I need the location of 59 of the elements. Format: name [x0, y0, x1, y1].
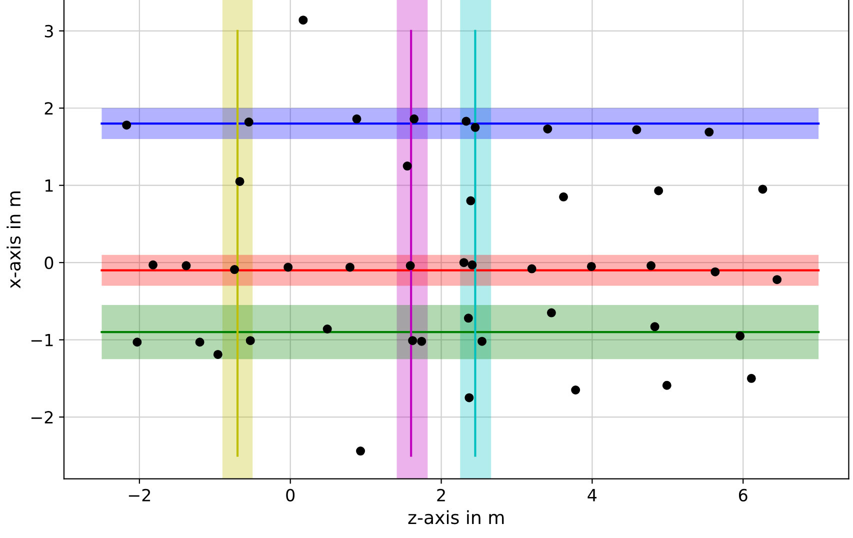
point	[559, 192, 568, 202]
y-tick-label: 1	[45, 180, 53, 192]
point	[122, 120, 132, 130]
point	[148, 260, 158, 270]
x-tick-label: −2	[128, 488, 150, 502]
point	[132, 338, 142, 347]
point	[772, 275, 782, 284]
x-tick-label: 6	[738, 488, 748, 502]
point	[352, 114, 362, 124]
point	[736, 331, 745, 340]
point	[704, 128, 714, 137]
point	[462, 116, 471, 126]
x-tick-label: 4	[588, 489, 597, 502]
point	[758, 184, 768, 194]
point	[662, 380, 672, 390]
point	[298, 16, 308, 25]
x-tick-label: 0	[286, 488, 295, 502]
point	[322, 324, 332, 334]
point	[543, 124, 552, 134]
point	[345, 262, 354, 272]
point	[710, 267, 720, 276]
point	[402, 162, 412, 171]
point	[195, 338, 204, 347]
point	[646, 261, 656, 270]
y-tick-label: −1	[31, 334, 53, 346]
point	[464, 314, 473, 323]
y-tick-label: 3	[44, 24, 53, 38]
point	[356, 446, 366, 456]
point	[408, 336, 418, 346]
y-tick-label: −2	[31, 411, 53, 424]
point	[470, 122, 480, 132]
x-tick-label: 2	[437, 488, 445, 502]
point	[571, 386, 580, 395]
x-axis-title: z-axis in m	[408, 510, 504, 524]
point	[459, 258, 468, 268]
point	[650, 322, 660, 332]
point	[468, 260, 477, 270]
point	[244, 118, 254, 127]
point	[654, 186, 664, 196]
point	[466, 196, 476, 206]
point	[284, 262, 293, 272]
point	[410, 114, 419, 124]
point	[746, 374, 756, 383]
point	[230, 265, 240, 274]
point	[632, 125, 642, 134]
point	[182, 261, 191, 270]
point	[464, 393, 474, 402]
point	[246, 336, 255, 346]
point	[213, 350, 222, 359]
y-tick-label: 2	[44, 102, 53, 114]
point	[527, 264, 536, 274]
point	[478, 336, 487, 346]
point	[586, 262, 596, 271]
y-axis-title: x-axis in m	[6, 191, 21, 288]
point	[235, 176, 244, 186]
y-tick-label: 0	[44, 256, 54, 270]
point	[417, 336, 426, 346]
point	[546, 308, 556, 318]
point	[406, 261, 415, 270]
